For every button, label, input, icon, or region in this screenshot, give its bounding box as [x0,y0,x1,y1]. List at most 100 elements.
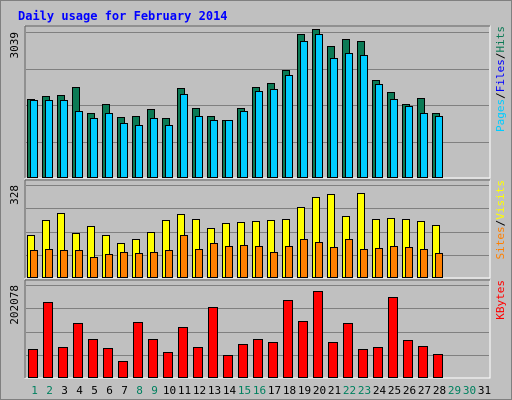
bar-sites-day-23 [360,249,368,278]
bar-sites-day-19 [300,239,308,278]
series-label-part: KBytes [494,280,507,320]
bar-kbytes-day-1 [28,349,38,378]
bar-sites-day-27 [420,249,428,278]
bar-sites-day-9 [150,252,158,278]
panel-kbytes: 202078 KBytes [8,279,507,379]
bar-sites-day-18 [285,246,293,278]
x-tick-label: 1 [31,384,38,397]
panel-sites-visits: 328 Sites/Visits [8,179,507,279]
series-label-pages-hits: Pages/Files/Hits [494,26,507,132]
bar-kbytes-day-25 [388,297,398,378]
bar-kbytes-day-22 [343,323,353,378]
bar-sites-day-5 [90,257,98,278]
x-tick-label: 7 [121,384,128,397]
bar-pages-day-2 [45,100,53,178]
bar-sites-day-16 [255,246,263,278]
bar-sites-day-28 [435,253,443,278]
bar-kbytes-day-14 [223,355,233,378]
x-tick-label: 16 [253,384,266,397]
bar-pages-day-9 [150,118,158,178]
bar-kbytes-day-11 [178,327,188,378]
x-tick-label: 29 [448,384,461,397]
bar-pages-day-1 [30,100,38,178]
bar-kbytes-day-10 [163,352,173,378]
x-tick-label: 13 [208,384,221,397]
bar-pages-day-22 [345,53,353,178]
bar-kbytes-day-7 [118,361,128,378]
bar-sites-day-24 [375,248,383,278]
bar-sites-day-7 [120,252,128,278]
bar-kbytes-day-16 [253,339,263,378]
series-label-part: / [494,220,507,227]
y-max-label: 202078 [8,285,21,325]
bar-kbytes-day-4 [73,323,83,378]
bar-pages-day-24 [375,84,383,178]
bar-pages-day-3 [60,100,68,178]
x-tick-label: 5 [91,384,98,397]
x-tick-label: 22 [343,384,356,397]
series-label-part: Visits [494,180,507,220]
bar-sites-day-10 [165,250,173,278]
x-tick-label: 18 [283,384,296,397]
bar-kbytes-day-26 [403,340,413,378]
x-tick-label: 21 [328,384,341,397]
bar-pages-day-20 [315,34,323,178]
bar-kbytes-day-12 [193,347,203,378]
bar-pages-day-26 [405,106,413,178]
chart-title: Daily usage for February 2014 [18,9,228,23]
bar-pages-day-19 [300,41,308,178]
x-tick-label: 12 [193,384,206,397]
x-tick-label: 24 [373,384,387,397]
bar-kbytes-day-27 [418,346,428,378]
x-tick-label: 3 [61,384,68,397]
bar-pages-day-13 [210,120,218,178]
x-tick-label: 4 [76,384,83,397]
x-tick-label: 28 [433,384,446,397]
bar-pages-day-4 [75,111,83,178]
bar-pages-day-18 [285,75,293,178]
bar-pages-day-11 [180,94,188,178]
bar-pages-day-27 [420,113,428,178]
x-tick-label: 14 [223,384,237,397]
bar-sites-day-1 [30,250,38,278]
bar-pages-day-8 [135,125,143,178]
y-max-label: 3039 [8,32,21,59]
x-tick-label: 31 [478,384,491,397]
bar-kbytes-day-17 [268,342,278,378]
bar-kbytes-day-13 [208,307,218,378]
bar-pages-day-12 [195,116,203,178]
x-tick-label: 6 [106,384,113,397]
bar-pages-day-14 [225,120,233,178]
bar-kbytes-day-21 [328,342,338,378]
x-tick-label: 30 [463,384,476,397]
bar-kbytes-day-5 [88,339,98,378]
bar-sites-day-22 [345,239,353,278]
bar-pages-day-6 [105,113,113,178]
bar-kbytes-day-24 [373,347,383,378]
series-label-part: / [494,92,507,99]
bar-sites-day-25 [390,246,398,278]
x-tick-label: 10 [163,384,176,397]
x-tick-label: 25 [388,384,401,397]
bar-kbytes-day-2 [43,302,53,378]
x-tick-label: 8 [136,384,143,397]
series-label-part: / [494,53,507,60]
bar-sites-day-13 [210,243,218,278]
bar-kbytes-day-3 [58,347,68,378]
series-label-part: Pages [494,99,507,132]
bar-sites-day-3 [60,250,68,278]
series-label-kbytes: KBytes [494,280,507,320]
bar-pages-day-28 [435,116,443,178]
bar-sites-day-21 [330,247,338,278]
bar-sites-day-15 [240,245,248,278]
x-tick-label: 27 [418,384,431,397]
bar-pages-day-10 [165,125,173,178]
bar-sites-day-4 [75,250,83,278]
bar-pages-day-21 [330,58,338,178]
bar-pages-day-16 [255,91,263,178]
panel-pages-hits: 3039 Pages/Files/Hits [8,25,507,179]
x-tick-label: 23 [358,384,371,397]
bar-pages-day-23 [360,55,368,178]
bar-kbytes-day-9 [148,339,158,378]
